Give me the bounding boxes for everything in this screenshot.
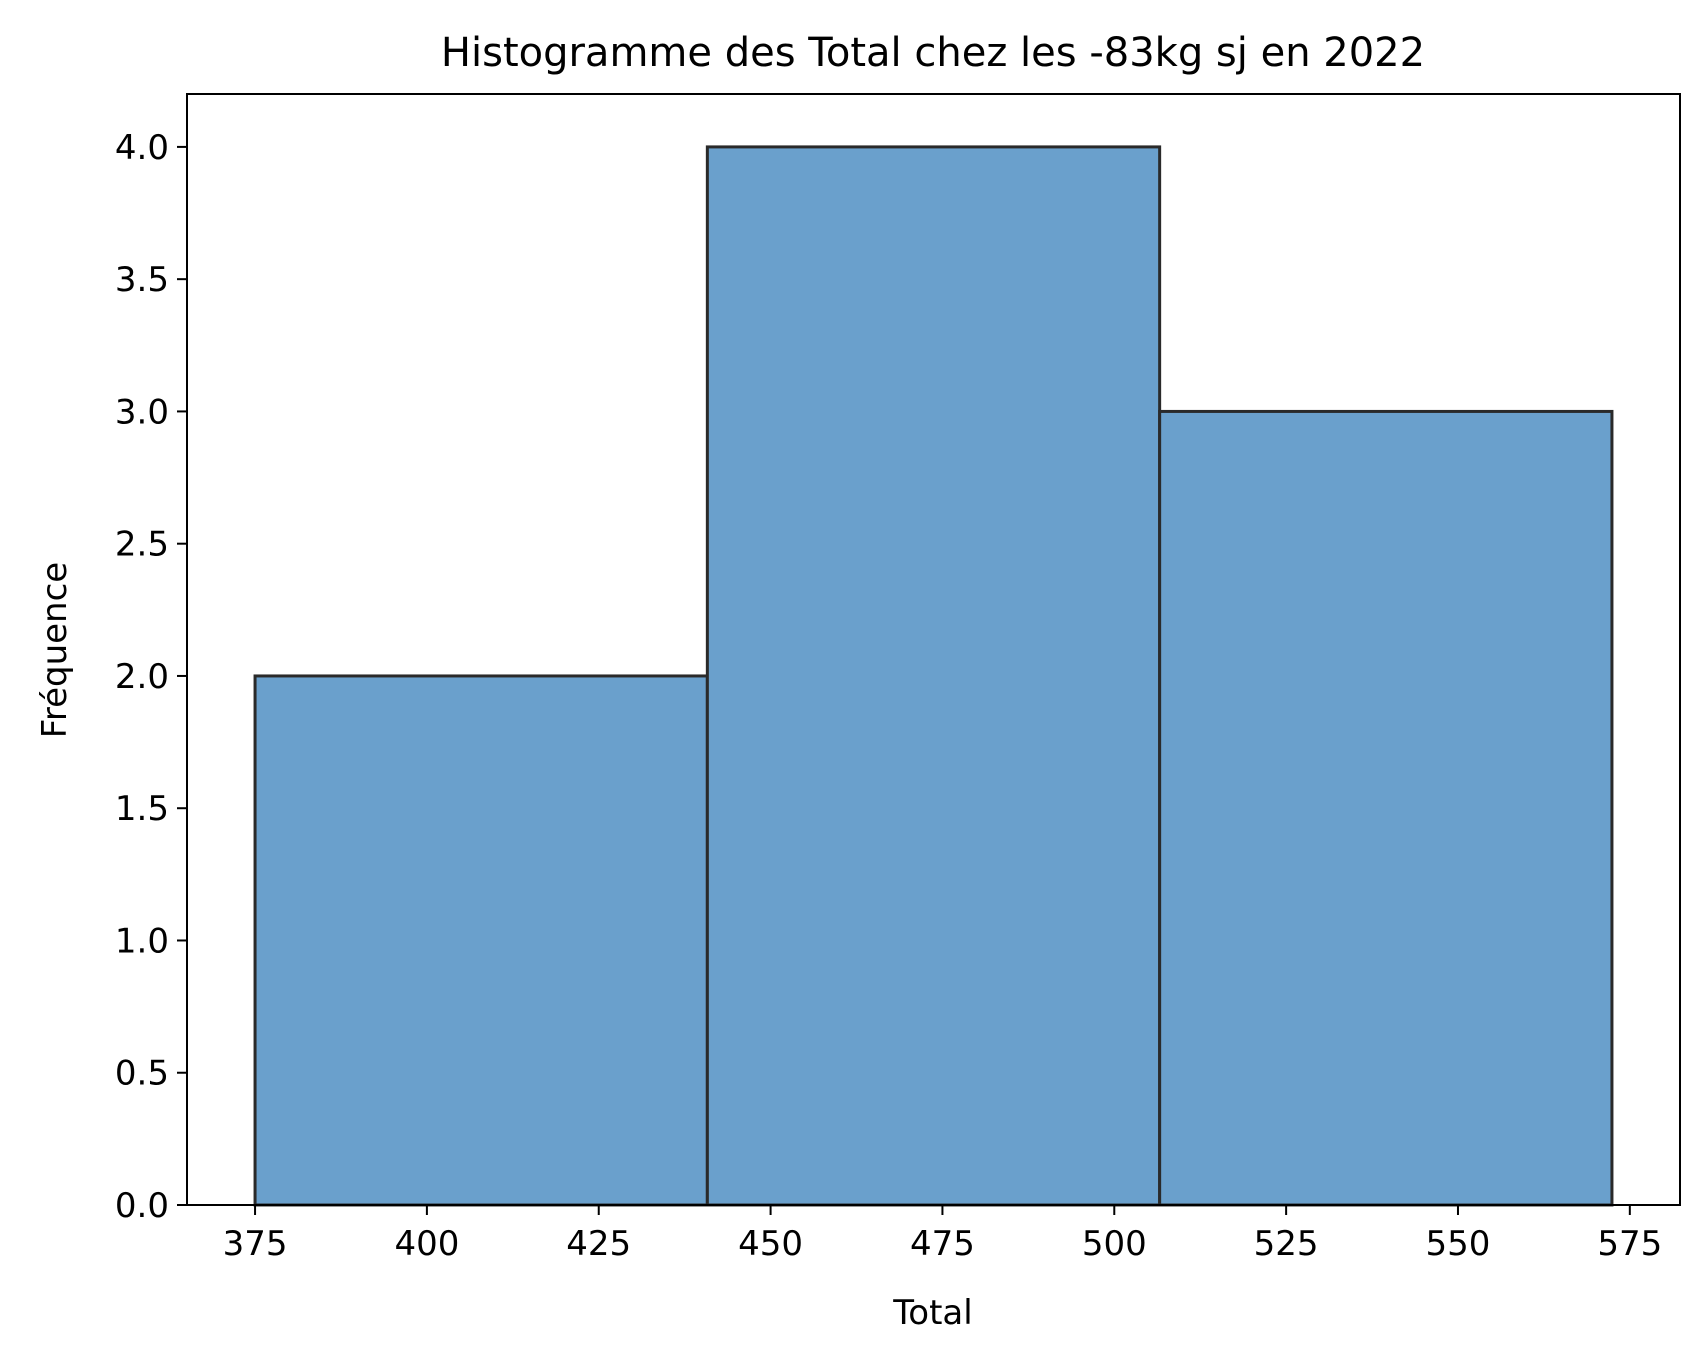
plot-frame (186, 93, 1681, 1206)
x-axis-label: Total (892, 1293, 972, 1333)
y-tick-label: 0.0 (115, 1186, 169, 1226)
x-tick-label: 425 (566, 1224, 631, 1264)
y-tick-label: 2.0 (115, 657, 169, 697)
x-tick-label: 375 (223, 1224, 288, 1264)
y-tick-label: 3.0 (115, 392, 169, 432)
y-tick-label: 1.5 (115, 789, 169, 829)
histogram-bar (253, 674, 709, 1207)
y-tick-label: 2.5 (115, 525, 169, 565)
histogram-bar (705, 145, 1162, 1207)
x-tick-label: 500 (1082, 1224, 1147, 1264)
y-tick-label: 4.0 (115, 128, 169, 168)
x-tick-label: 400 (394, 1224, 459, 1264)
y-tick-label: 0.5 (115, 1054, 169, 1094)
y-tick-label: 3.5 (115, 260, 169, 300)
x-tick-label: 475 (910, 1224, 975, 1264)
chart-title: Histogramme des Total chez les -83kg sj … (441, 30, 1425, 76)
histogram-bar (1158, 409, 1614, 1207)
x-tick-label: 575 (1597, 1224, 1662, 1264)
y-tick-label: 1.0 (115, 921, 169, 961)
x-axis: 375 400 425 450 475 500 525 550 575 (223, 1205, 1662, 1264)
y-axis-label: Fréquence (35, 562, 75, 738)
bars-layer (253, 145, 1614, 1207)
x-tick-label: 525 (1254, 1224, 1319, 1264)
x-tick-label: 450 (738, 1224, 803, 1264)
x-tick-label: 550 (1426, 1224, 1491, 1264)
y-axis: 0.0 0.5 1.0 1.5 2.0 2.5 3.0 3.5 4.0 (115, 128, 187, 1226)
